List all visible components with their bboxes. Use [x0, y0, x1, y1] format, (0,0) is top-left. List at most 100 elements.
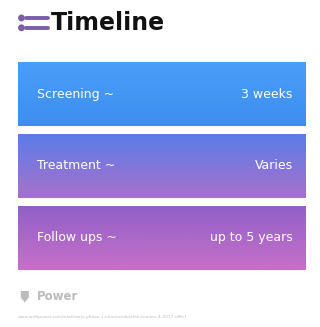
Bar	[18, 181, 306, 182]
Bar	[18, 182, 306, 183]
Bar	[18, 151, 306, 152]
Bar	[18, 214, 306, 215]
Bar	[18, 62, 306, 63]
Bar	[18, 186, 306, 187]
Bar	[18, 84, 306, 85]
Bar	[18, 242, 306, 243]
Bar	[18, 183, 306, 184]
Bar	[18, 213, 306, 214]
Bar	[18, 123, 306, 124]
Bar	[18, 225, 306, 226]
Bar	[18, 163, 306, 164]
Bar	[18, 110, 306, 111]
Bar	[18, 96, 306, 97]
Bar	[18, 177, 306, 178]
Bar	[18, 239, 306, 240]
Bar	[18, 169, 306, 170]
Bar	[18, 191, 306, 192]
Bar	[18, 82, 306, 83]
Bar	[18, 86, 306, 87]
Bar	[18, 173, 306, 174]
Bar	[18, 92, 306, 93]
Bar	[18, 106, 306, 108]
Bar	[18, 144, 306, 145]
Bar	[18, 79, 306, 80]
Bar	[18, 209, 306, 210]
Bar	[18, 91, 306, 93]
Bar	[18, 78, 306, 79]
Bar	[18, 234, 306, 235]
Bar	[18, 117, 306, 118]
Bar	[18, 145, 306, 146]
Bar	[18, 252, 306, 253]
Bar	[18, 146, 306, 147]
Bar	[18, 78, 306, 80]
Bar	[18, 116, 306, 117]
Bar	[18, 135, 306, 136]
Bar	[18, 235, 306, 236]
Bar	[18, 159, 306, 160]
Bar	[18, 193, 306, 194]
Bar	[18, 237, 306, 239]
Bar	[18, 155, 306, 156]
Bar	[18, 77, 306, 78]
Text: www.withpower.com/trial/early-phase-1-neuroendocrine-tumors-4-2017-c8fc1: www.withpower.com/trial/early-phase-1-ne…	[18, 315, 188, 318]
Bar	[18, 91, 306, 92]
Bar	[18, 245, 306, 246]
Bar	[18, 172, 306, 173]
Bar	[18, 230, 306, 231]
Bar	[18, 221, 306, 222]
Bar	[18, 94, 306, 95]
Bar	[18, 216, 306, 217]
Bar	[18, 269, 306, 270]
Bar	[18, 175, 306, 176]
Bar	[18, 140, 306, 141]
Bar	[18, 112, 306, 113]
Bar	[18, 220, 306, 221]
Bar	[18, 232, 306, 233]
Bar	[18, 124, 306, 125]
Bar	[18, 109, 306, 110]
Bar	[18, 70, 306, 71]
Bar	[18, 247, 306, 248]
Bar	[18, 166, 306, 167]
Bar	[18, 211, 306, 213]
Bar	[18, 118, 306, 119]
Bar	[18, 246, 306, 247]
Bar	[18, 228, 306, 229]
Bar	[18, 194, 306, 195]
Bar	[18, 108, 306, 109]
Bar	[18, 90, 306, 91]
Bar	[18, 121, 306, 122]
Polygon shape	[21, 291, 29, 302]
Bar	[18, 113, 306, 115]
Bar	[18, 137, 306, 138]
Circle shape	[19, 15, 24, 21]
Bar	[18, 136, 306, 137]
Bar	[18, 188, 306, 189]
Bar	[18, 163, 306, 164]
Bar	[18, 233, 306, 234]
Bar	[18, 171, 306, 172]
Bar	[18, 138, 306, 139]
Bar	[18, 157, 306, 158]
Bar	[18, 125, 306, 126]
Bar	[18, 185, 306, 187]
Bar	[18, 222, 306, 223]
Bar	[18, 255, 306, 256]
Bar	[18, 102, 306, 104]
Bar	[18, 187, 306, 188]
Bar	[18, 106, 306, 107]
Bar	[18, 266, 306, 267]
Bar	[18, 104, 306, 105]
Bar	[18, 223, 306, 224]
Bar	[18, 218, 306, 219]
Bar	[18, 85, 306, 86]
Bar	[18, 237, 306, 238]
Bar	[18, 206, 306, 208]
Bar	[18, 147, 306, 148]
Bar	[18, 97, 306, 98]
Text: Power: Power	[37, 290, 78, 303]
Bar	[18, 181, 306, 183]
Bar	[18, 184, 306, 185]
